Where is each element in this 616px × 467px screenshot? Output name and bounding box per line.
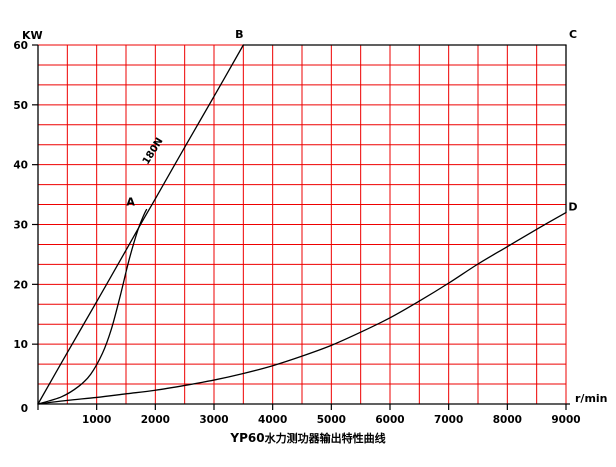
point-b: B [235,28,243,41]
curve-max-power-limit-curve-AB [37,208,148,405]
x-tick-label: 2000 [141,414,170,426]
x-tick-label: 3000 [199,414,228,426]
chart-caption: YP60水力测功器输出特性曲线 [0,430,616,446]
y-tick-label: 50 [13,100,28,112]
y-tick-label: 0 [21,403,28,415]
y-axis-unit-label: KW [22,29,43,42]
axis-tick-labels: 1000 2000 3000 4000 5000 6000 7000 8000 9000 0 10 2… [13,40,580,426]
grid-lines [37,44,567,405]
x-tick-label: 5000 [317,414,346,426]
point-d: D [568,201,577,214]
point-a: A [126,196,135,209]
caption-text-cn: 水力测功器输出特性曲线 [264,432,386,445]
y-tick-label: 30 [13,220,28,232]
x-tick-label: 6000 [375,414,404,426]
x-tick-label: 9000 [551,414,580,426]
y-tick-label: 40 [13,160,28,172]
torque-label: 180N [141,136,166,167]
x-tick-label: 4000 [258,414,287,426]
y-tick-label: 60 [13,40,28,52]
caption-model: YP60 [230,431,265,445]
data-curves [37,44,567,405]
curve-minimum-load-curve-D [37,211,567,405]
axis-ticks [32,44,567,410]
x-tick-label: 8000 [493,414,522,426]
point-annotations: A B C D 180N [126,28,577,214]
x-tick-label: 1000 [82,414,111,426]
y-tick-label: 20 [13,279,28,291]
x-axis-unit-label: r/min [575,392,608,405]
x-tick-label: 7000 [434,414,463,426]
point-c: C [569,28,577,41]
curve-constant-torque-line-180N [37,44,244,405]
y-tick-label: 10 [13,339,28,351]
